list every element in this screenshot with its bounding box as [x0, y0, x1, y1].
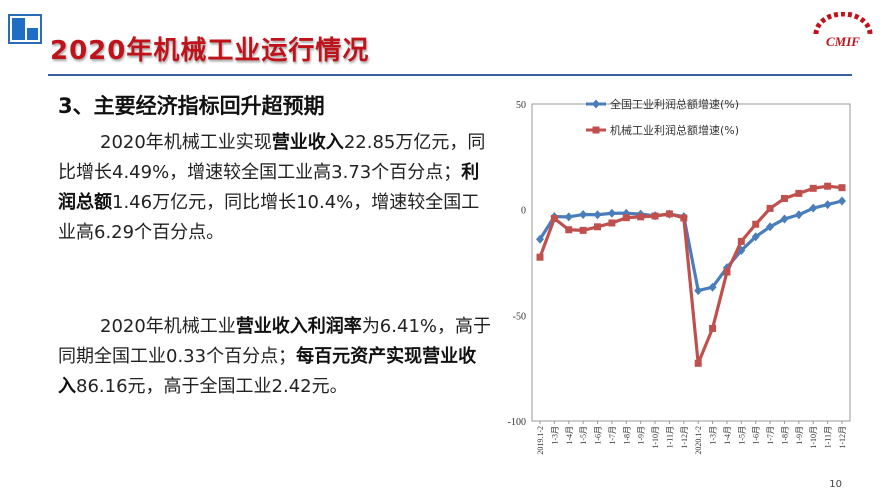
y-tick-label: -50	[513, 311, 526, 322]
data-point	[766, 222, 775, 232]
brand-logo-icon: CMIF	[813, 12, 873, 49]
legend-label: 全国工业利润总额增速(%)	[610, 97, 739, 111]
data-point	[564, 212, 573, 222]
x-tick-label: 2019.1-2	[536, 426, 545, 455]
x-tick-label: 1-10月	[809, 426, 818, 449]
page-title: 2020年机械工业运行情况	[50, 36, 370, 66]
bold-term: 营业收入	[271, 132, 344, 153]
section-heading: 3、主要经济指标回升超预期	[58, 94, 325, 118]
data-point	[708, 282, 717, 292]
series-line-2	[538, 184, 843, 365]
data-point	[694, 286, 703, 296]
data-point	[651, 212, 659, 220]
page-number: 10	[829, 479, 842, 490]
y-tick-label: -100	[508, 417, 526, 428]
x-tick-label: 1-3月	[550, 426, 559, 445]
data-point	[593, 210, 602, 220]
data-point	[795, 189, 803, 197]
data-point	[594, 223, 602, 231]
data-point	[536, 234, 544, 244]
data-point	[809, 203, 818, 213]
x-tick-label: 1-5月	[737, 426, 746, 445]
header-divider	[48, 74, 852, 76]
bold-term: 营业收入利润率	[235, 316, 362, 337]
data-point	[607, 208, 616, 218]
x-tick-label: 1-6月	[752, 426, 761, 445]
text-run: 86.16元，高于全国工业2.42元。	[76, 376, 348, 397]
x-tick-label: 1-12月	[680, 426, 689, 449]
text-run: 1.46万亿元，同比增长10.4%，增速较全国工业高6.29个百分点。	[58, 192, 480, 243]
data-point	[838, 196, 846, 206]
x-tick-label: 1-4月	[565, 426, 574, 445]
data-point	[579, 226, 587, 234]
data-point	[637, 213, 645, 221]
x-tick-label: 1-7月	[608, 426, 617, 445]
data-point	[709, 324, 717, 332]
data-point	[838, 184, 846, 192]
legend-swatch-marker	[592, 126, 600, 134]
data-point	[565, 226, 573, 234]
data-point	[694, 359, 702, 367]
bold-term: 每百元资产实现营业收入	[58, 346, 477, 397]
x-tick-label: 1-9月	[637, 426, 646, 445]
data-point	[550, 215, 558, 223]
text-run: 2020年机械工业实现	[100, 132, 272, 153]
data-point	[737, 245, 746, 255]
x-tick-label: 1-7月	[766, 426, 775, 445]
paragraph-2: 2020年机械工业营业收入利润率为6.41%，高于同期全国工业0.33个百分点；…	[58, 312, 494, 402]
profit-growth-chart: 50 0 -50 -100 2019.1-2 1-3月 1-4月 1-5月 1-6月 1-7月 1-…	[508, 97, 851, 455]
legend-label: 机械工业利润总额增速(%)	[610, 123, 739, 137]
corner-logo-icon	[8, 14, 42, 44]
text-run: 为6.41%，高于同期全国工业0.33个百分点；	[58, 316, 491, 367]
x-tick-label: 1-5月	[579, 426, 588, 445]
data-point	[608, 219, 616, 227]
data-point	[766, 204, 774, 212]
x-tick-label: 1-11月	[665, 426, 674, 448]
x-tick-label: 1-8月	[780, 426, 789, 445]
data-point	[780, 194, 788, 202]
x-tick-label: 1-3月	[709, 426, 718, 445]
x-tick-label: 1-10月	[651, 426, 660, 449]
plot-area-frame	[531, 103, 851, 422]
x-tick-label: 1-11月	[824, 426, 833, 448]
brand-logo-text: CMIF	[826, 34, 860, 49]
bold-term: 利润总额	[58, 162, 480, 213]
x-tick-label: 2020.1-2	[694, 426, 703, 455]
data-point	[579, 210, 588, 220]
data-point	[737, 237, 745, 245]
legend-swatch-marker	[592, 99, 600, 109]
data-point	[824, 182, 832, 190]
data-point	[752, 220, 760, 228]
x-tick-label: 1-8月	[622, 426, 631, 445]
x-tick-label: 1-12月	[838, 426, 847, 449]
data-point	[665, 210, 673, 218]
data-point	[536, 253, 544, 261]
data-point	[680, 214, 688, 222]
text-run: 22.85万亿元，同比增长4.49%，增速较全国工业高3.73个百分点；	[58, 132, 486, 183]
x-tick-label: 1-6月	[594, 426, 603, 445]
x-tick-label: 1-9月	[795, 426, 804, 445]
paragraph-1: 2020年机械工业实现营业收入22.85万亿元，同比增长4.49%，增速较全国工…	[58, 128, 494, 248]
data-point	[809, 184, 817, 192]
series-line-1	[538, 199, 843, 293]
y-tick-label: 50	[516, 100, 526, 111]
data-point	[751, 232, 760, 242]
text-run: 2020年机械工业	[100, 316, 236, 337]
data-point	[794, 210, 803, 220]
y-tick-label: 0	[521, 206, 526, 217]
data-point	[723, 268, 731, 276]
data-point	[780, 214, 789, 224]
data-point	[622, 214, 630, 222]
data-point	[823, 200, 832, 210]
x-tick-label: 1-4月	[723, 426, 732, 445]
